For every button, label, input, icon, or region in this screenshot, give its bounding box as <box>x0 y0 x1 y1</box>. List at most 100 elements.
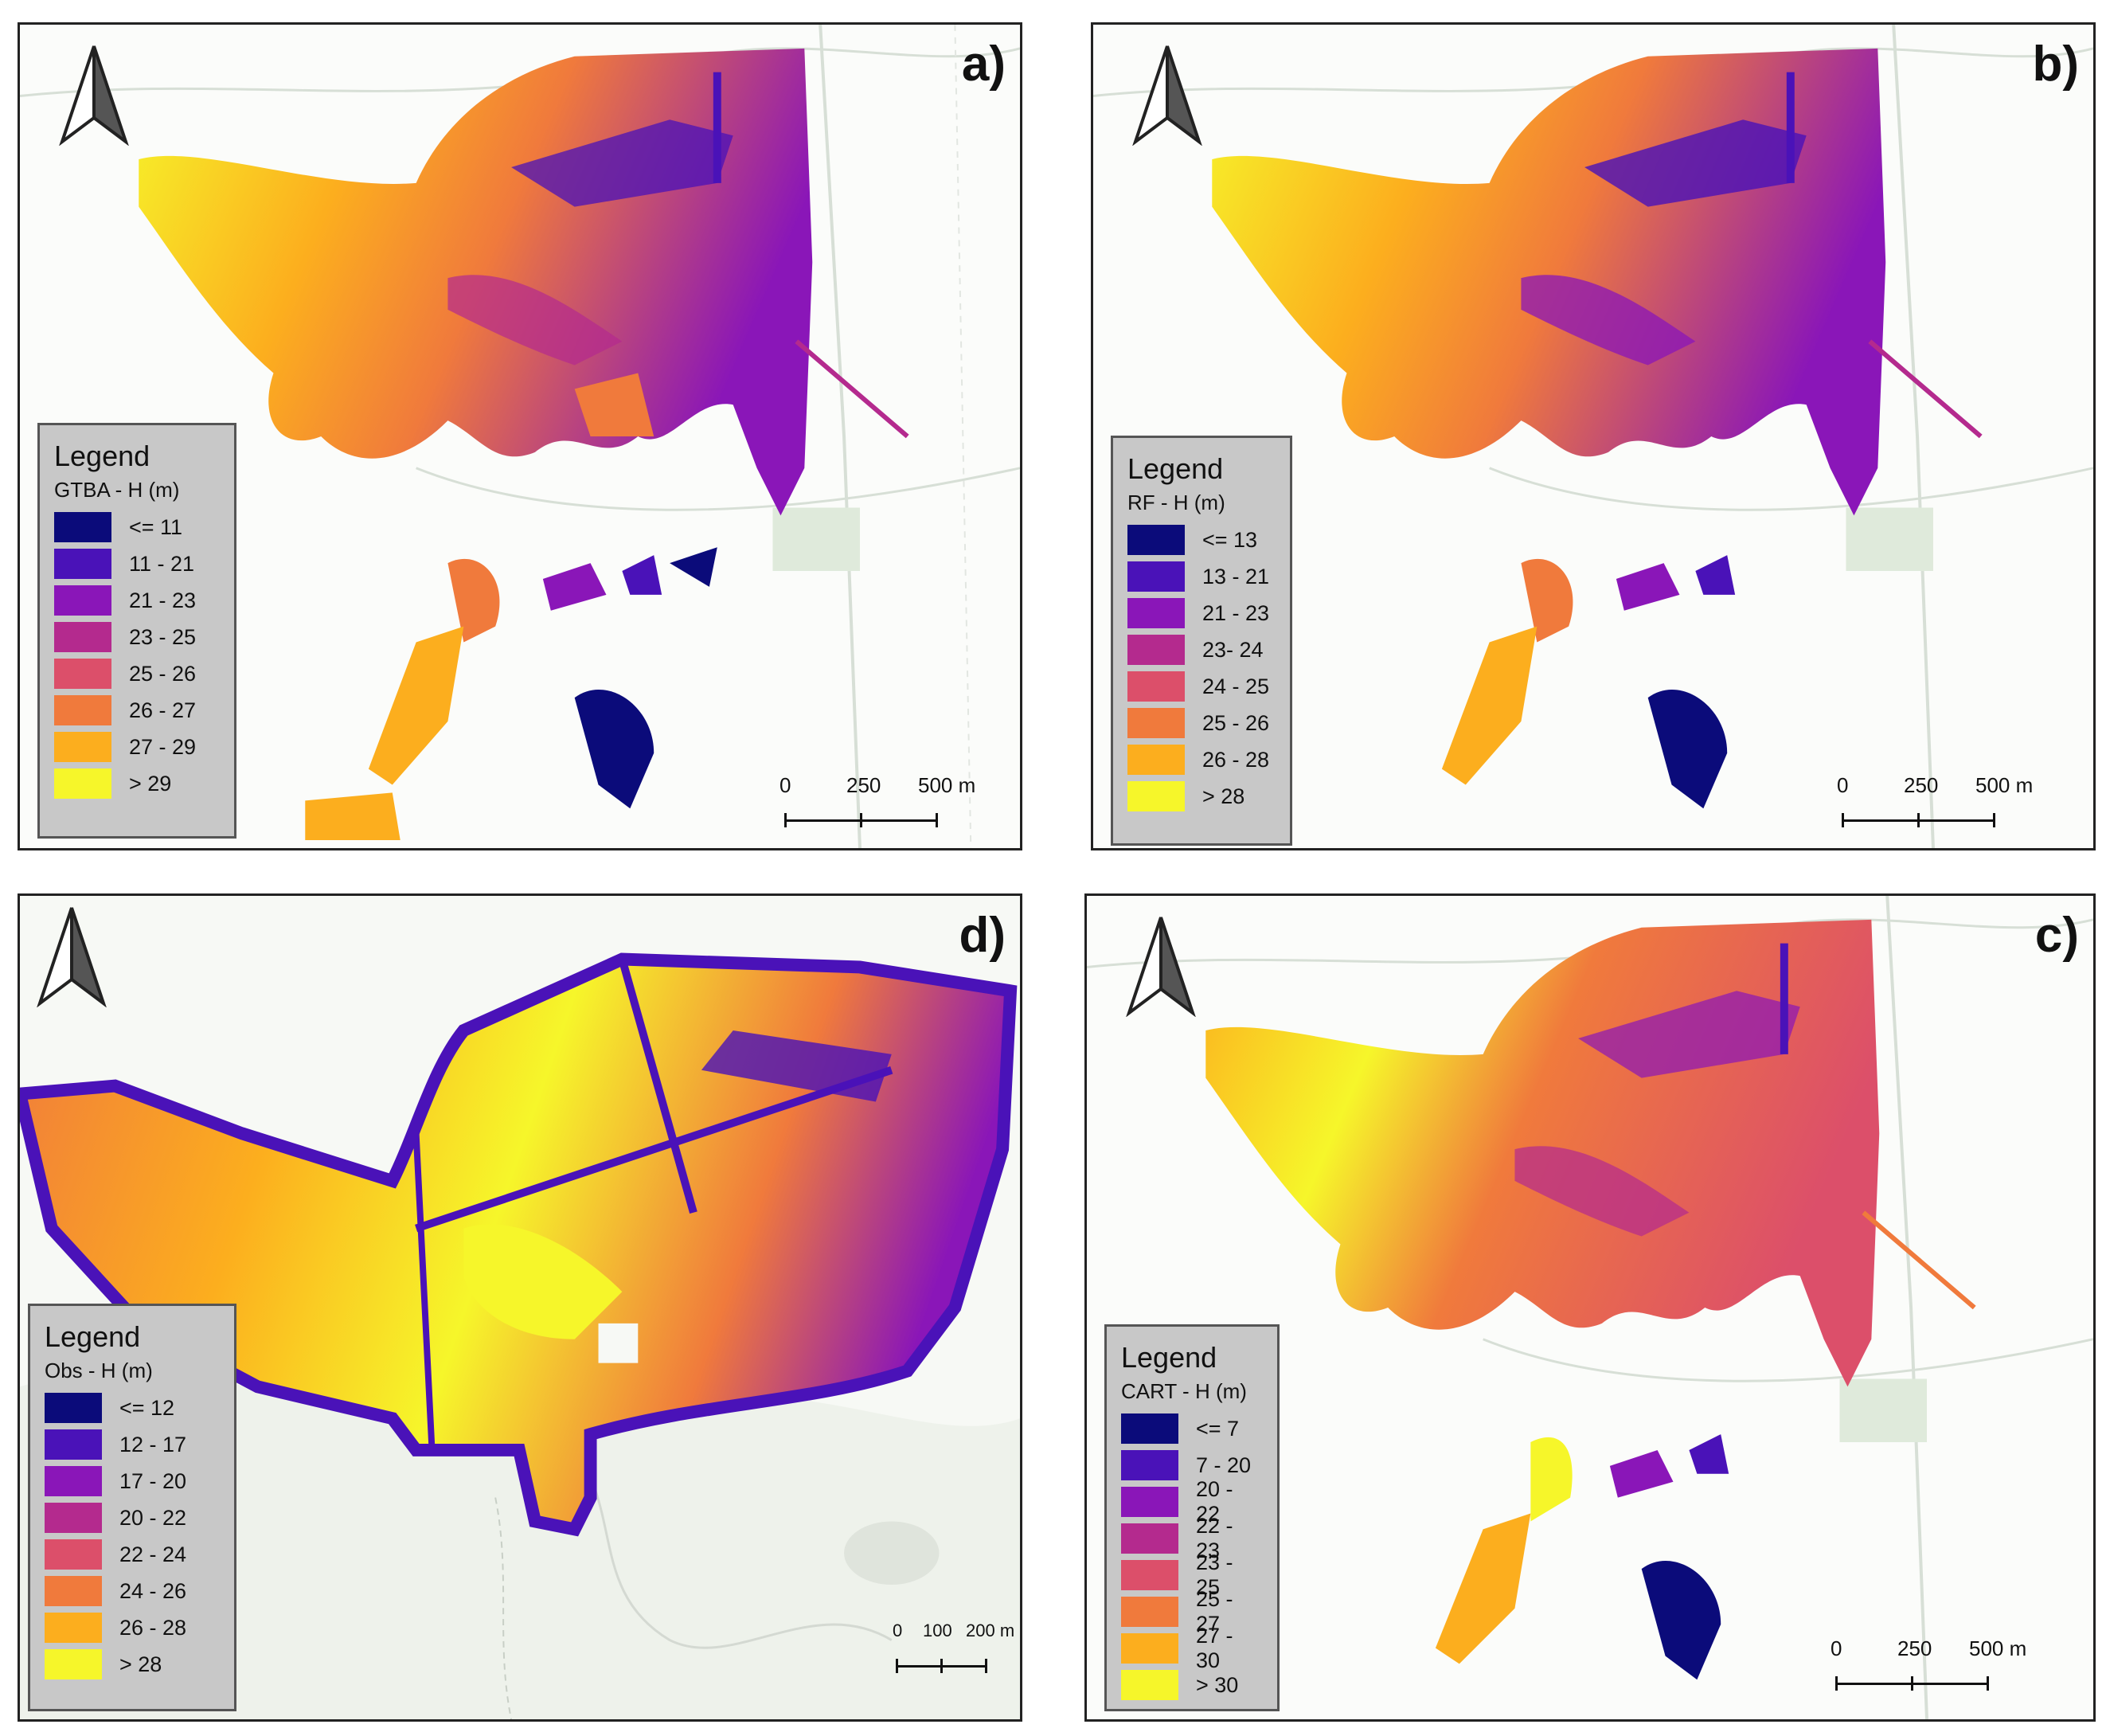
legend-item: <= 11 <box>54 509 220 545</box>
legend-item: 20 - 22 <box>45 1499 220 1536</box>
legend-item-label: <= 12 <box>119 1395 175 1420</box>
scale-label: 250 <box>846 773 881 797</box>
legend-item-label: 12 - 17 <box>119 1432 187 1456</box>
legend-item-label: 13 - 21 <box>1202 564 1270 588</box>
canopy-height-map-c <box>1205 919 1976 1680</box>
legend-item-label: 20 - 22 <box>119 1505 187 1530</box>
panel-label: d) <box>959 908 1006 963</box>
scale-bar: 0 250 500 m <box>1837 773 2033 837</box>
legend-item: 7 - 20 <box>1121 1447 1263 1484</box>
legend-item: 11 - 21 <box>54 545 220 582</box>
legend-subtitle: RF - H (m) <box>1127 491 1225 514</box>
legend-item-label: 26 - 27 <box>129 698 197 722</box>
legend-item-label: 23 - 25 <box>129 624 197 649</box>
legend-item-label: 21 - 23 <box>1202 600 1270 625</box>
legend-subtitle: GTBA - H (m) <box>54 478 180 502</box>
legend-item-label: 23 - 25 <box>1195 1550 1233 1599</box>
legend-item-label: 25 - 26 <box>129 661 197 686</box>
map-panel-a: a) Legend GTBA - H (m) <= 11 11 - 21 21 … <box>18 22 1022 850</box>
legend-item-label: > 28 <box>1202 784 1245 808</box>
legend-item: <= 13 <box>1127 522 1276 558</box>
legend-item: 12 - 17 <box>45 1426 220 1463</box>
legend-item-label: 11 - 21 <box>129 551 195 576</box>
scale-label: 500 m <box>918 773 976 797</box>
legend-item: 26 - 28 <box>45 1609 220 1646</box>
scale-label: 250 <box>1897 1636 1932 1660</box>
map-panel-c: c) Legend CART - H (m) <= 7 7 - 20 20 - … <box>1084 893 2096 1722</box>
legend-item: 25 - 26 <box>54 655 220 692</box>
legend: Legend Obs - H (m) <= 12 12 - 17 17 - 20… <box>28 1304 236 1711</box>
canopy-height-map-b <box>1212 48 1983 809</box>
panel-label: c) <box>2034 908 2079 963</box>
scale-label: 500 m <box>1975 773 2034 797</box>
legend-item-label: 24 - 26 <box>119 1578 187 1603</box>
panel-label: a) <box>961 37 1006 92</box>
scale-bar: 0 250 500 m <box>1831 1636 2026 1700</box>
legend-title: Legend <box>1121 1341 1217 1374</box>
legend-item: > 30 <box>1121 1667 1263 1703</box>
legend-item: 25 - 27 <box>1121 1587 1263 1636</box>
scale-label: 0 <box>1837 773 1849 797</box>
legend-subtitle: CART - H (m) <box>1121 1379 1247 1403</box>
legend-item: 22 - 23 <box>1121 1514 1263 1562</box>
basemap-a <box>20 25 1020 848</box>
legend-item-label: 23- 24 <box>1202 637 1264 662</box>
scale-label: 200 m <box>966 1621 1015 1640</box>
legend-item: <= 7 <box>1121 1410 1263 1447</box>
legend-item-label: 21 - 23 <box>129 588 197 612</box>
legend-item-label: 22 - 24 <box>119 1542 187 1566</box>
scale-bar: 0 250 500 m <box>779 773 975 837</box>
legend: Legend CART - H (m) <= 7 7 - 20 20 - 22 … <box>1104 1324 1280 1711</box>
legend-item-label: 24 - 25 <box>1202 674 1270 698</box>
legend-item: 21 - 23 <box>1127 595 1276 631</box>
legend-item: 27 - 30 <box>1121 1624 1263 1672</box>
legend-item: 23- 24 <box>1127 631 1276 668</box>
legend-item: 27 - 29 <box>54 729 220 765</box>
legend-item: 17 - 20 <box>45 1463 220 1499</box>
legend-item: > 29 <box>54 765 220 802</box>
scale-label: 250 <box>1904 773 1939 797</box>
legend-item: > 28 <box>1127 778 1276 815</box>
legend-item-label: 26 - 28 <box>119 1615 187 1640</box>
scale-label: 0 <box>893 1621 903 1640</box>
legend-item: 26 - 27 <box>54 692 220 729</box>
scale-label: 0 <box>779 773 791 797</box>
legend-item: > 28 <box>45 1646 220 1683</box>
legend-item: 20 - 22 <box>1121 1477 1263 1526</box>
legend-item-label: <= 7 <box>1196 1416 1240 1441</box>
legend-item: 25 - 26 <box>1127 705 1276 741</box>
legend-item-label: 27 - 29 <box>129 734 197 759</box>
legend-item: 24 - 26 <box>45 1573 220 1609</box>
legend-item: 26 - 28 <box>1127 741 1276 778</box>
legend-title: Legend <box>45 1320 141 1353</box>
north-arrow-icon <box>59 45 129 146</box>
legend-item-label: > 29 <box>129 771 172 796</box>
legend-item-label: 25 - 27 <box>1195 1587 1233 1636</box>
legend-item-label: 20 - 22 <box>1195 1477 1233 1526</box>
legend-title: Legend <box>54 440 150 472</box>
legend-item-label: > 28 <box>119 1652 162 1676</box>
legend-item-label: 27 - 30 <box>1195 1624 1233 1672</box>
legend-item-label: 26 - 28 <box>1202 747 1270 772</box>
legend-item: 23 - 25 <box>1121 1550 1263 1599</box>
legend-title: Legend <box>1127 452 1224 485</box>
legend-item: 23 - 25 <box>54 619 220 655</box>
legend: Legend RF - H (m) <= 13 13 - 21 21 - 23 … <box>1111 436 1292 846</box>
north-arrow-icon <box>1126 917 1196 1017</box>
legend-item-label: 25 - 26 <box>1202 710 1270 735</box>
legend-item: 22 - 24 <box>45 1536 220 1573</box>
scale-label: 100 <box>923 1621 952 1640</box>
north-arrow-icon <box>37 907 107 1007</box>
scale-label: 500 m <box>1969 1636 2027 1660</box>
scale-label: 0 <box>1831 1636 1842 1660</box>
scale-bar: 0 100 200 m <box>893 1621 1015 1684</box>
legend-item-label: > 30 <box>1196 1672 1239 1697</box>
legend-item-label: 17 - 20 <box>119 1468 187 1493</box>
north-arrow-icon <box>1132 45 1202 146</box>
legend-item-label: 7 - 20 <box>1196 1453 1252 1477</box>
legend-item-label: <= 13 <box>1202 527 1258 552</box>
legend-item: 13 - 21 <box>1127 558 1276 595</box>
map-panel-b: b) Legend RF - H (m) <= 13 13 - 21 21 - … <box>1091 22 2096 850</box>
legend: Legend GTBA - H (m) <= 11 11 - 21 21 - 2… <box>37 423 236 839</box>
legend-item-label: 22 - 23 <box>1195 1514 1233 1562</box>
